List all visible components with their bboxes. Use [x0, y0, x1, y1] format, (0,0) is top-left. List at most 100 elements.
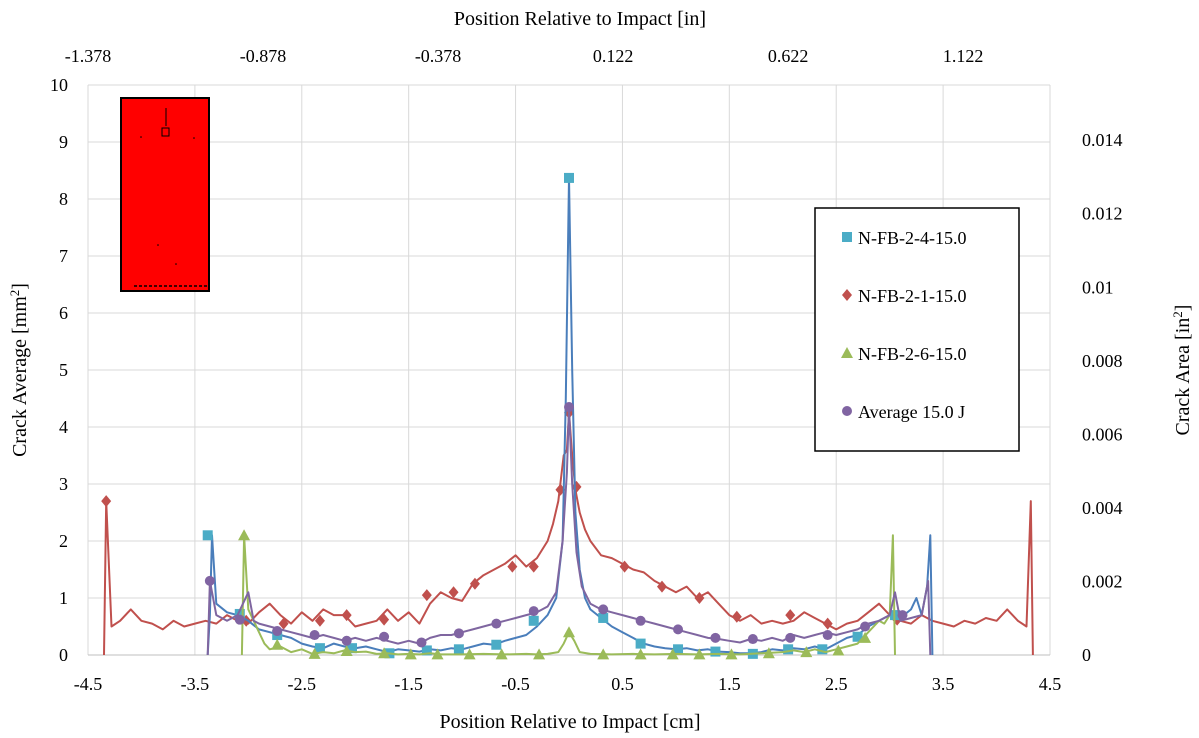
- y-tick-label: 0: [59, 645, 68, 665]
- data-point-marker: [528, 560, 539, 573]
- legend-item: Average 15.0 J: [842, 402, 965, 422]
- data-point-marker: [564, 402, 574, 413]
- data-point-marker: [308, 647, 321, 659]
- y2-tick-label: 0.014: [1082, 130, 1123, 150]
- y-tick-label: 2: [59, 531, 68, 551]
- data-point-marker: [347, 643, 358, 654]
- data-point-marker: [619, 560, 630, 573]
- data-point-marker: [416, 637, 427, 648]
- y-tick-label: 5: [59, 360, 68, 380]
- data-point-marker: [421, 645, 432, 656]
- data-point-marker: [421, 589, 432, 602]
- x2-tick-label: -1.378: [65, 46, 112, 66]
- x-tick-label: 3.5: [932, 674, 955, 694]
- data-point-marker: [822, 617, 833, 630]
- x2-tick-label: 1.122: [943, 46, 984, 66]
- specimen-thumbnail: [120, 97, 210, 292]
- x-tick-label: 4.5: [1039, 674, 1062, 694]
- legend-label: N-FB-2-1-15.0: [858, 286, 967, 306]
- data-point-marker: [379, 613, 390, 626]
- data-point-marker: [694, 592, 705, 604]
- data-point-marker: [785, 609, 796, 622]
- data-point-marker: [204, 575, 215, 586]
- series-line: [240, 534, 896, 656]
- data-point-marker: [563, 626, 575, 638]
- data-point-marker: [404, 648, 417, 660]
- data-point-marker: [634, 648, 647, 660]
- data-point-marker: [528, 615, 539, 626]
- x-tick-label: -4.5: [74, 674, 103, 694]
- legend-marker: [842, 232, 852, 242]
- legend-marker: [842, 289, 852, 301]
- x2-tick-label: -0.878: [240, 46, 287, 66]
- y-axis-title: Crack Average [mm2]: [7, 283, 31, 457]
- legend-marker: [841, 347, 853, 358]
- legend-item: N-FB-2-6-15.0: [841, 344, 967, 364]
- data-point-marker: [693, 648, 706, 660]
- data-point-marker: [656, 580, 667, 593]
- data-point-marker: [101, 495, 112, 508]
- data-point-marker: [378, 647, 391, 659]
- data-point-marker: [491, 618, 502, 629]
- data-point-marker: [495, 648, 508, 660]
- x-tick-label: 2.5: [825, 674, 848, 694]
- data-point-marker: [340, 645, 353, 657]
- y-axis-title-tail: ]: [9, 283, 31, 290]
- data-point-marker: [463, 648, 476, 660]
- x-tick-label: -1.5: [394, 674, 423, 694]
- data-point-marker: [234, 614, 245, 625]
- data-point-marker: [533, 648, 546, 660]
- data-point-marker: [710, 632, 721, 643]
- data-point-marker: [731, 610, 742, 623]
- series-n-fb-2-6-15-0: [238, 529, 896, 660]
- x-tick-label: -0.5: [501, 674, 530, 694]
- x-tick-label: 0.5: [611, 674, 634, 694]
- data-point-marker: [448, 586, 459, 599]
- data-point-marker: [598, 612, 609, 623]
- y-tick-label: 8: [59, 189, 68, 209]
- data-point-marker: [783, 644, 794, 655]
- data-point-marker: [800, 646, 813, 658]
- data-point-marker: [341, 635, 352, 646]
- data-point-marker: [234, 608, 245, 619]
- data-point-marker: [469, 577, 480, 590]
- y-axis-title-sup: 2: [7, 290, 22, 297]
- data-point-marker: [314, 643, 325, 654]
- y-tick-label: 3: [59, 474, 68, 494]
- data-point-marker: [822, 630, 833, 641]
- specimen-thumbnail-frame: [120, 97, 210, 292]
- y2-tick-label: 0.006: [1082, 424, 1123, 444]
- data-point-marker: [379, 631, 390, 642]
- data-point-marker: [202, 530, 213, 541]
- legend-label: Average 15.0 J: [858, 402, 965, 422]
- data-point-marker: [725, 648, 738, 660]
- data-point-marker: [238, 529, 251, 541]
- y-tick-label: 4: [59, 417, 68, 437]
- data-point-marker: [832, 644, 845, 656]
- thumbnail-speck: [140, 136, 142, 138]
- y-tick-label: 6: [59, 303, 68, 323]
- thumbnail-speck: [193, 137, 195, 139]
- y2-axis-title-tail: ]: [1172, 305, 1194, 312]
- legend-item: N-FB-2-4-15.0: [842, 228, 967, 248]
- data-point-marker: [564, 172, 574, 183]
- data-point-marker: [710, 646, 721, 657]
- x-tick-label: -2.5: [288, 674, 317, 694]
- data-point-marker: [852, 631, 863, 642]
- data-point-marker: [747, 634, 758, 645]
- data-point-marker: [453, 628, 464, 639]
- data-point-marker: [635, 615, 646, 626]
- y-tick-label: 9: [59, 132, 68, 152]
- data-point-marker: [314, 614, 325, 627]
- data-point-marker: [431, 648, 444, 660]
- x-tick-label: -3.5: [181, 674, 210, 694]
- x2-axis-title: Position Relative to Impact [in]: [454, 8, 706, 30]
- data-point-marker: [597, 648, 610, 660]
- data-point-marker: [453, 644, 464, 655]
- data-point-marker: [272, 626, 283, 637]
- legend-item: N-FB-2-1-15.0: [842, 286, 967, 306]
- x-tick-label: 1.5: [718, 674, 741, 694]
- data-point-marker: [635, 638, 646, 649]
- data-point-marker: [491, 639, 502, 650]
